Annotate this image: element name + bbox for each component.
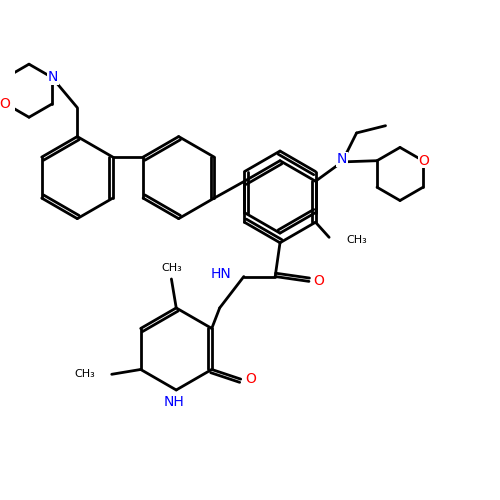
Text: O: O — [245, 372, 256, 386]
Text: CH₃: CH₃ — [346, 234, 367, 244]
Text: N: N — [48, 70, 58, 85]
Text: CH₃: CH₃ — [161, 264, 182, 274]
Text: O: O — [0, 97, 10, 111]
Text: CH₃: CH₃ — [74, 370, 95, 380]
Text: N: N — [337, 152, 347, 166]
Text: NH: NH — [164, 395, 184, 409]
Text: HN: HN — [211, 267, 232, 281]
Text: O: O — [418, 154, 430, 168]
Text: O: O — [313, 274, 324, 288]
